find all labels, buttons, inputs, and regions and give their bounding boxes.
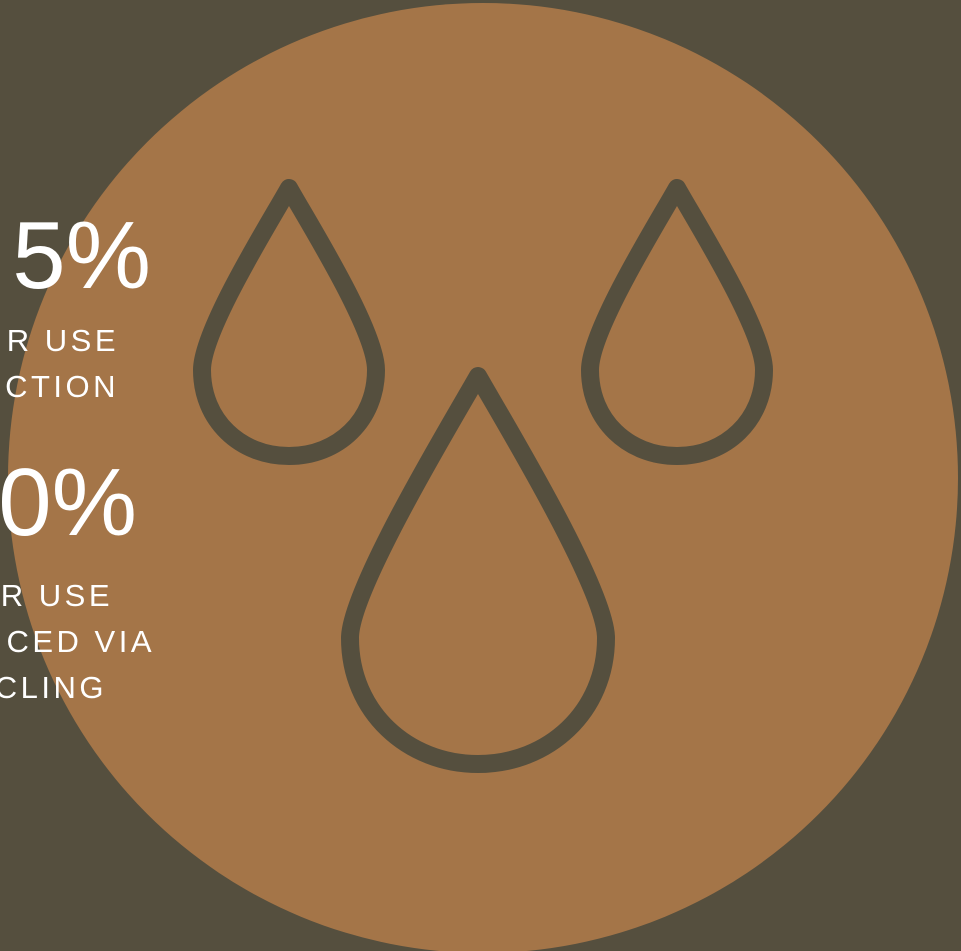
stat-1-label-line-2: CTION <box>5 369 119 404</box>
stat-2-label-line-3: CLING <box>0 670 107 705</box>
water-drop-center-icon <box>341 367 615 773</box>
water-drop-left-icon <box>193 179 385 465</box>
water-drop-right-icon <box>581 179 773 465</box>
stat-1-number: 5% <box>12 202 151 309</box>
background-circle <box>8 3 958 951</box>
stat-2-label-line-2: CED VIA <box>6 624 155 659</box>
stat-2-number: 0% <box>0 449 137 556</box>
stat-1-label-line-1: R USE <box>6 323 119 358</box>
stat-2-label: R USE CED VIA CLING <box>0 573 155 711</box>
stat-1-label: R USE CTION <box>5 318 119 410</box>
stat-2-label-line-1: R USE <box>0 578 113 613</box>
